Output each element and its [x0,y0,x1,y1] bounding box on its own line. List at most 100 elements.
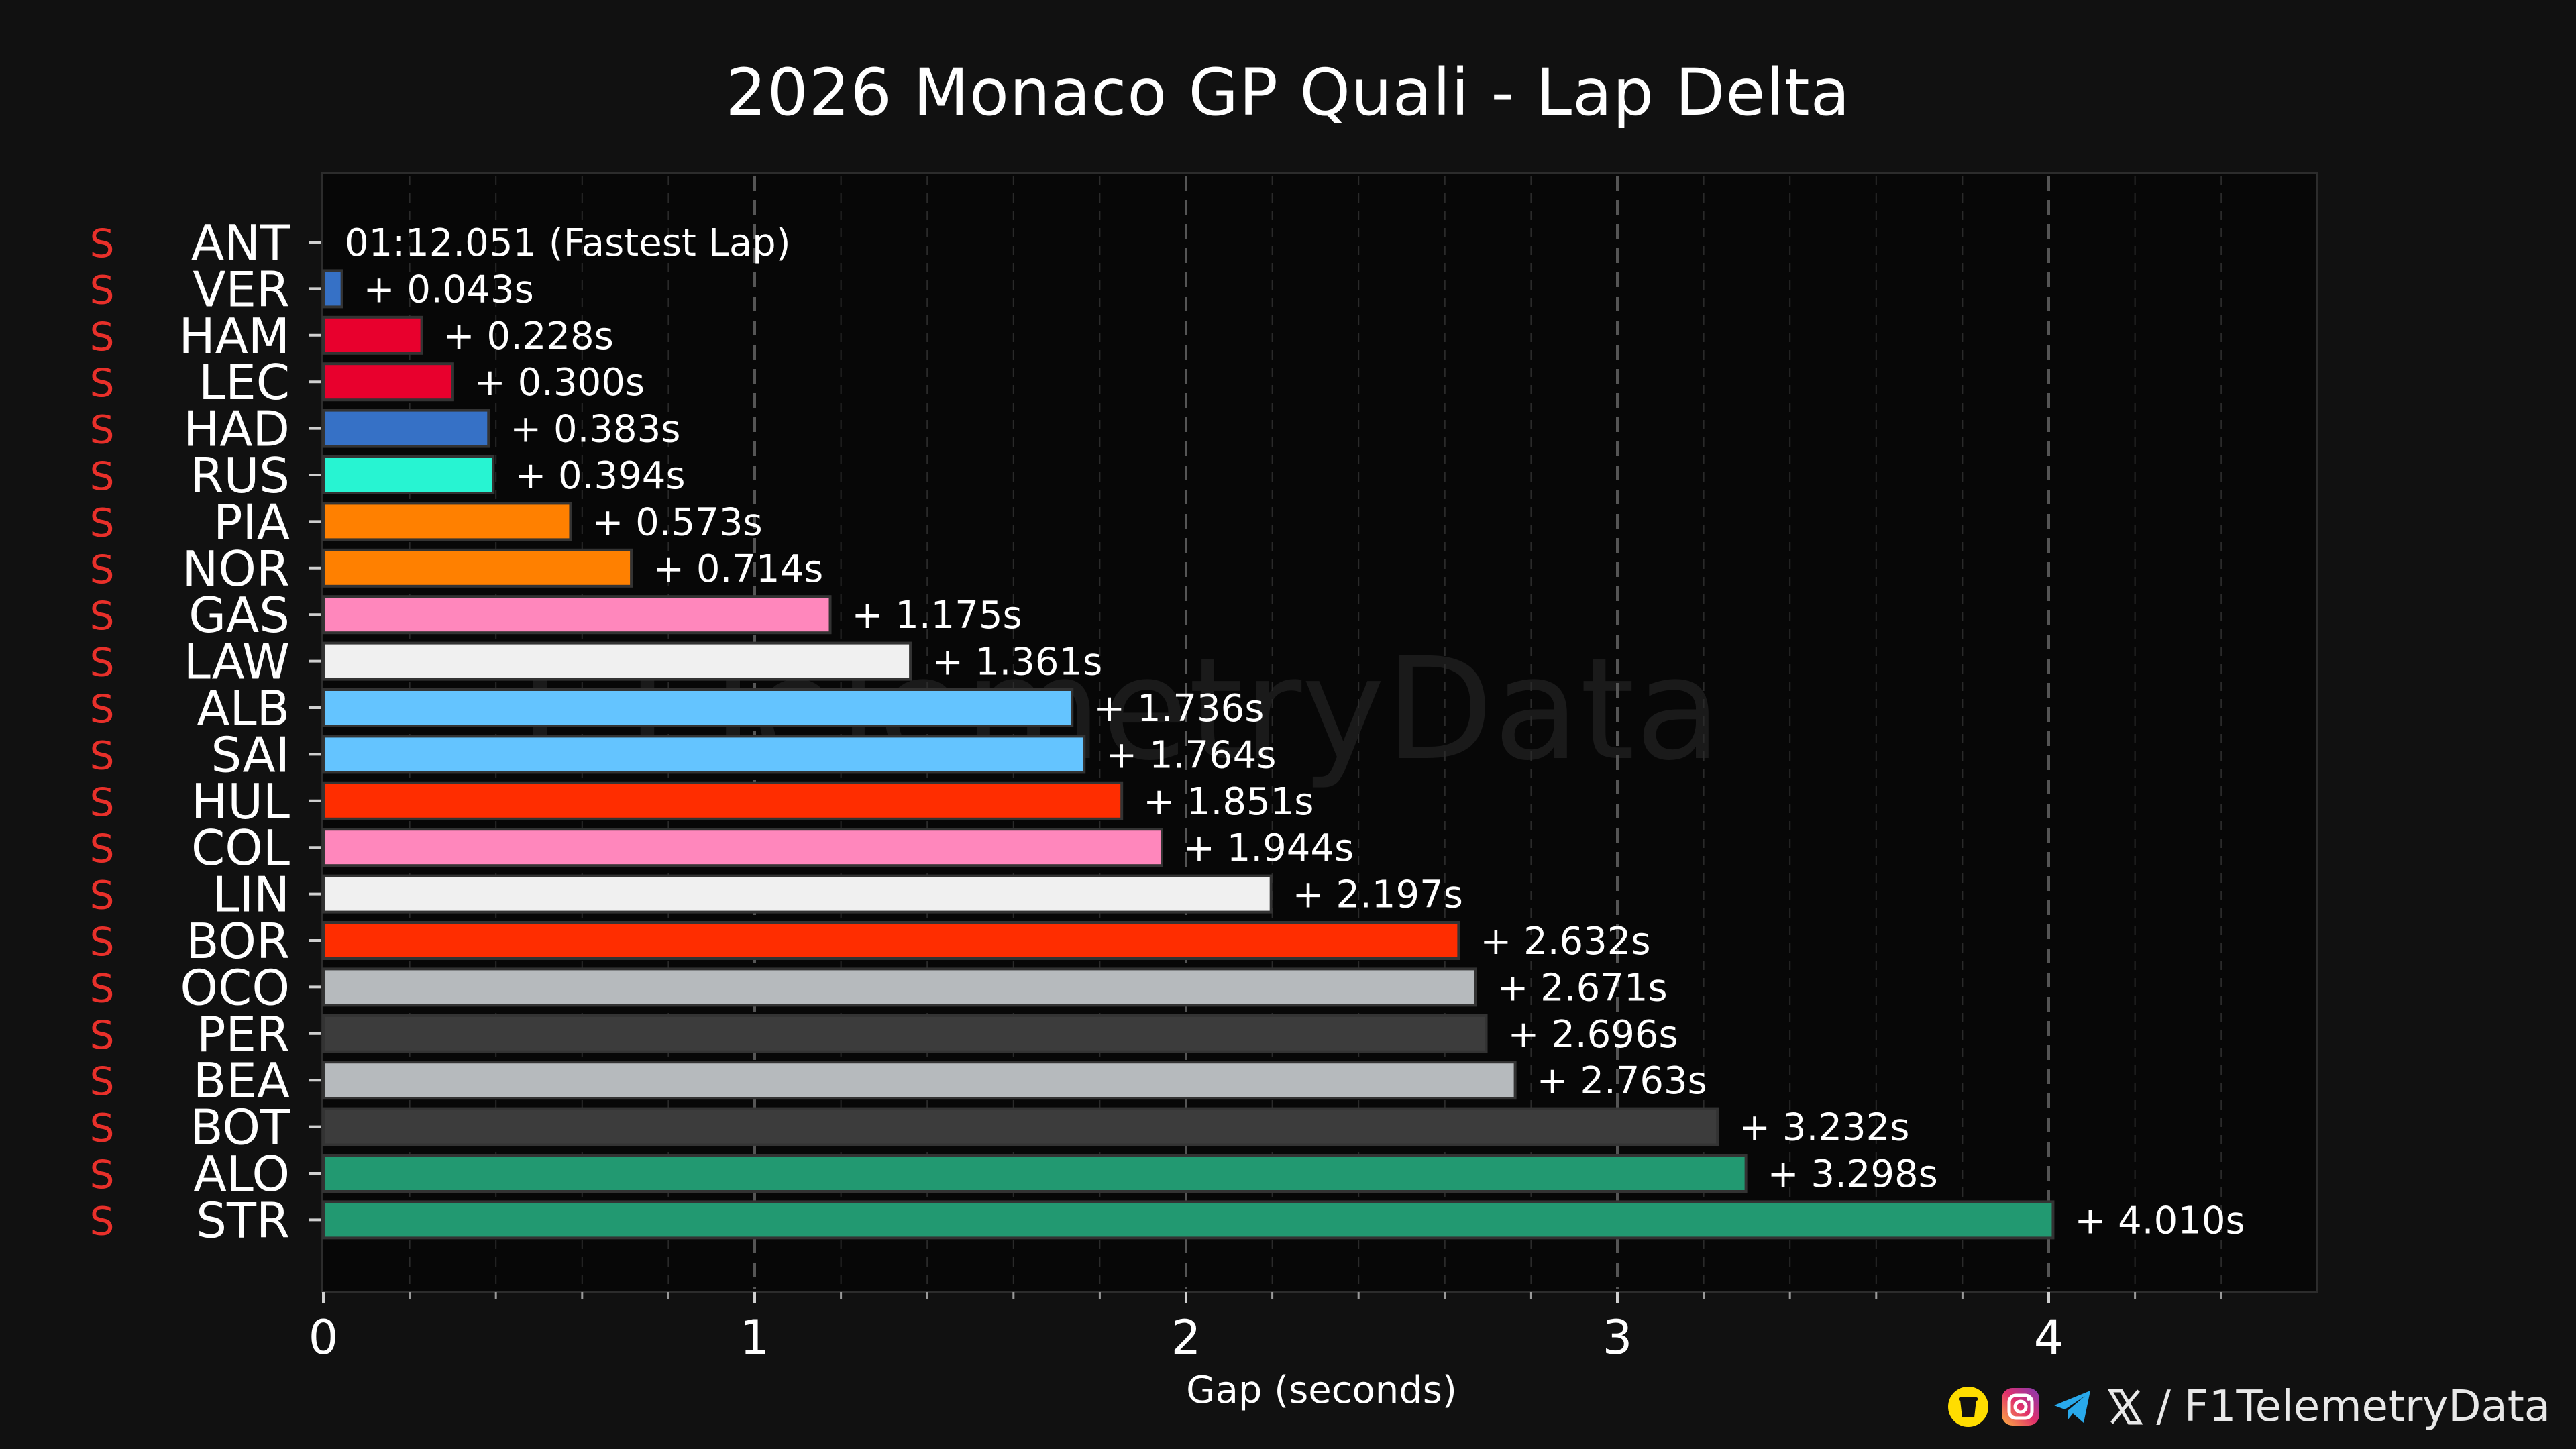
tyre-compound-label: S [90,1012,115,1058]
bar-law [322,641,912,681]
bar-lin [322,874,1273,914]
bar-sai [322,735,1086,774]
x-tick-label: 3 [1603,1310,1633,1365]
tyre-compound-label: S [90,640,115,686]
footer: / F1TelemetryData [1947,1382,2551,1432]
tyre-compound-label: S [90,1152,115,1197]
driver-label: OCO [180,959,290,1016]
tyre-compound-label: S [90,360,115,406]
driver-label: HAM [178,308,290,364]
x-axis-ticks: 0 1 2 3 4 [309,1292,2222,1365]
driver-label: SAI [211,727,290,783]
tyre-compound-label: S [90,1059,115,1104]
tyre-compound-label: S [90,1198,115,1244]
bar-pia [322,502,572,541]
fastest-lap-label: 01:12.051 (Fastest Lap) [345,221,791,265]
bar-str [322,1200,2055,1240]
bar-rus [322,455,495,494]
driver-label: RUS [191,447,290,504]
tyre-compound-label: S [90,453,115,499]
bar-value-label: + 2.632s [1480,920,1650,963]
bar-value-label: + 0.573s [592,500,762,544]
bar-value-label: + 2.696s [1508,1013,1678,1057]
driver-label: PER [197,1006,290,1063]
driver-label: LAW [184,634,290,690]
y-axis-labels: S ANT S VER S HAM S LEC S HAD S RUS S PIA S NOR S GAS S LAW… [90,215,321,1248]
bar-bor [322,921,1460,960]
tyre-compound-label: S [90,826,115,871]
tyre-compound-label: S [90,547,115,592]
bar-value-label: + 1.361s [932,641,1102,684]
bar-bot [322,1107,1719,1146]
tyre-compound-label: S [90,407,115,453]
instagram-icon[interactable] [1999,1385,2042,1428]
bar-value-label: + 0.300s [474,361,645,405]
tyre-compound-label: S [90,221,115,266]
driver-label: COL [191,820,290,876]
tyre-compound-label: S [90,873,115,918]
bar-value-label: + 1.736s [1093,687,1264,731]
driver-label: PIA [213,494,290,550]
x-tick-label: 4 [2034,1310,2064,1365]
driver-label: LEC [199,354,290,411]
chart-title: 2026 Monaco GP Quali - Lap Delta [725,55,1851,130]
tyre-compound-label: S [90,500,115,545]
bar-ver [322,269,343,309]
coffee-icon[interactable] [1947,1385,1990,1428]
bar-per [322,1014,1488,1053]
telegram-icon[interactable] [2051,1385,2094,1428]
tyre-compound-label: S [90,686,115,732]
grid-lines [409,176,2222,1289]
bar-ham [322,315,423,355]
bar-value-label: + 2.197s [1293,873,1463,917]
bar-value-label: + 0.383s [510,408,680,451]
bar-alb [322,688,1074,727]
bar-group: + 0.043s+ 0.228s+ 0.300s+ 0.383s+ 0.394s… [322,221,2245,1242]
bar-value-label: + 0.043s [364,268,534,311]
bar-value-label: + 1.851s [1143,780,1313,824]
driver-label: GAS [189,587,290,643]
tyre-compound-label: S [90,267,115,313]
driver-label: BEA [193,1053,290,1109]
driver-label: LIN [213,867,290,923]
bar-value-label: + 0.714s [653,547,823,591]
x-tick-label: 1 [740,1310,770,1365]
tyre-compound-label: S [90,1106,115,1151]
tyre-compound-label: S [90,965,115,1011]
x-tick-label: 2 [1171,1310,1201,1365]
bar-value-label: + 1.764s [1106,733,1276,777]
bar-value-label: + 2.763s [1537,1059,1707,1103]
bar-nor [322,548,633,588]
bar-oco [322,967,1477,1007]
plot-area [321,172,2318,1293]
bar-value-label: + 3.232s [1739,1106,1909,1150]
driver-label: VER [193,261,290,317]
bar-lec [322,362,454,402]
driver-label: ANT [191,215,290,271]
tyre-compound-label: S [90,733,115,778]
bar-value-label: + 0.394s [515,454,685,498]
bar-value-label: + 1.944s [1183,826,1354,870]
driver-label: ALO [194,1146,290,1202]
driver-label: ALB [197,680,290,737]
driver-label: BOR [186,913,290,969]
x-icon[interactable] [2104,1385,2147,1428]
bar-value-label: + 4.010s [2074,1199,2245,1242]
bar-hul [322,781,1124,820]
driver-label: HAD [183,401,290,458]
bar-gas [322,595,832,635]
bar-value-label: + 0.228s [443,315,614,358]
driver-label: BOT [190,1099,290,1156]
tyre-compound-label: S [90,593,115,639]
footer-separator: / [2156,1382,2171,1432]
bar-value-label: + 3.298s [1768,1152,1938,1196]
x-tick-label: 0 [309,1310,339,1365]
tyre-compound-label: S [90,314,115,360]
bar-col [322,828,1163,867]
driver-label: HUL [191,773,290,830]
bar-value-label: + 1.175s [852,594,1022,637]
bar-bea [322,1061,1517,1100]
footer-handle[interactable]: F1TelemetryData [2184,1382,2551,1432]
bar-had [322,409,490,448]
